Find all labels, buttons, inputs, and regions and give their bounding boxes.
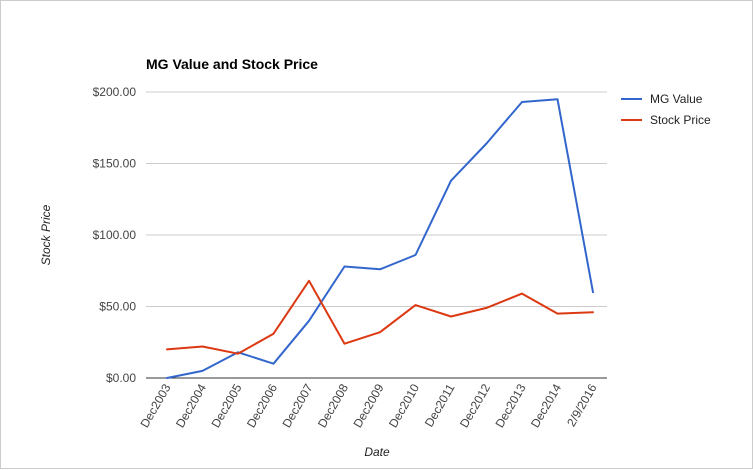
x-tick-label: Dec2011 <box>422 381 458 429</box>
y-tick-label: $200.00 <box>93 85 137 99</box>
chart-title: MG Value and Stock Price <box>146 56 318 72</box>
x-tick-label: Dec2013 <box>492 381 528 430</box>
series-line-stock-price <box>166 279 594 355</box>
x-axis-title: Date <box>364 445 390 459</box>
x-tick-label: Dec2014 <box>528 381 564 430</box>
y-gridlines <box>146 91 607 379</box>
x-tick-label: Dec2005 <box>208 381 244 430</box>
y-tick-labels: $0.00 $50.00 $100.00 $150.00 $200.00 <box>93 85 137 385</box>
legend-label: MG Value <box>650 92 703 106</box>
x-tick-label: Dec2008 <box>315 381 351 430</box>
y-tick-label: $50.00 <box>99 300 136 314</box>
x-tick-label: Dec2010 <box>386 381 422 430</box>
x-tick-label: Dec2012 <box>457 381 493 430</box>
x-tick-label: Dec2003 <box>137 381 173 430</box>
legend: MG Value Stock Price <box>621 92 711 127</box>
x-tick-labels: Dec2003 Dec2004 Dec2005 Dec2006 Dec2007 Dec20… <box>137 381 599 430</box>
y-tick-label: $150.00 <box>93 157 137 171</box>
x-tick-label: 2/9/2016 <box>564 381 600 429</box>
y-axis-title: Stock Price <box>39 204 53 265</box>
y-tick-label: $0.00 <box>106 371 136 385</box>
series-line-mg-value <box>166 98 594 379</box>
y-tick-label: $100.00 <box>93 228 137 242</box>
x-tick-label: Dec2006 <box>244 381 280 430</box>
series-lines <box>166 98 594 379</box>
x-tick-label: Dec2004 <box>173 381 209 430</box>
legend-label: Stock Price <box>650 113 711 127</box>
x-tick-label: Dec2009 <box>350 381 386 430</box>
x-tick-label: Dec2007 <box>279 381 315 430</box>
